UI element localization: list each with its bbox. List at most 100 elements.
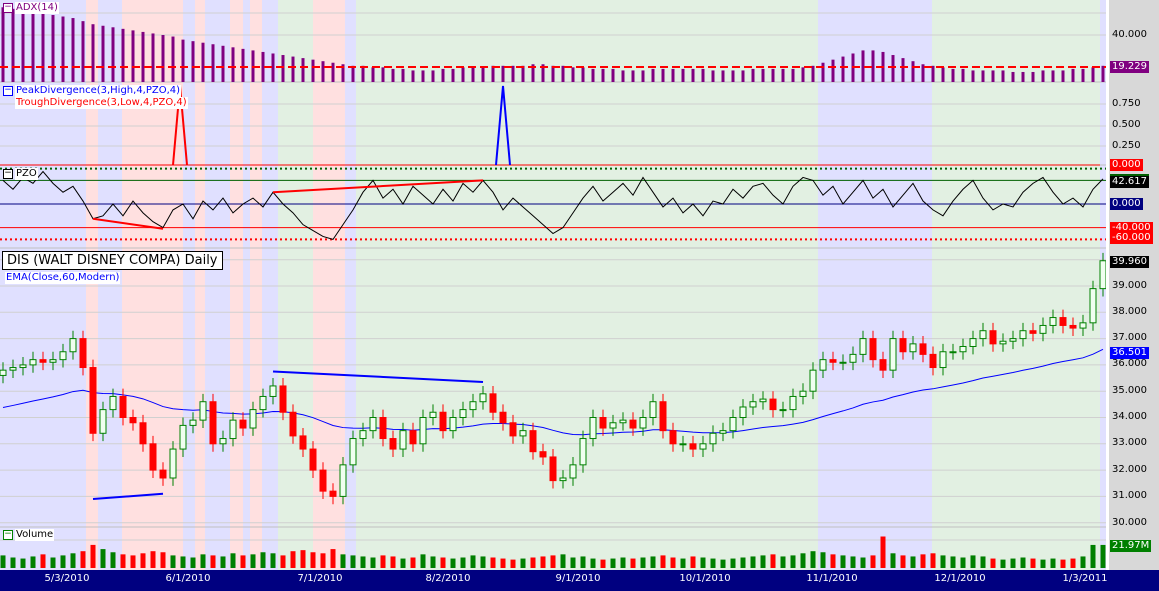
volume-bar	[840, 555, 846, 568]
adx-bar	[91, 24, 95, 82]
background-band	[932, 0, 1100, 570]
background-band	[345, 0, 356, 570]
adx-bar	[41, 13, 45, 83]
adx-bar	[451, 68, 455, 82]
candle-body	[899, 338, 907, 353]
candle-body	[859, 338, 867, 355]
candle-body	[359, 430, 367, 440]
candle-body	[699, 443, 707, 450]
pzo-m40-level: -40.000	[1110, 222, 1153, 234]
candle-body	[429, 411, 437, 418]
volume-bar	[610, 558, 616, 568]
volume-bar	[570, 557, 576, 568]
volume-bar	[890, 553, 896, 568]
candle-body	[349, 438, 357, 466]
volume-bar	[20, 558, 26, 568]
ema-label: EMA(Close,60,Modern)	[5, 272, 121, 284]
volume-bar	[710, 558, 716, 568]
adx-bar	[281, 55, 285, 82]
volume-bar	[230, 553, 236, 568]
adx-bar	[771, 68, 775, 82]
adx-bar	[971, 70, 975, 82]
adx-bar	[1041, 70, 1045, 82]
volume-bar	[580, 556, 586, 568]
adx-bar	[361, 65, 365, 82]
volume-bar	[780, 556, 786, 568]
candle-body	[59, 351, 67, 361]
volume-bar	[500, 558, 506, 568]
candle-body	[829, 359, 837, 363]
price-tick: 32.000	[1112, 464, 1147, 475]
volume-bar	[820, 552, 826, 568]
candle-body	[459, 409, 467, 418]
adx-bar	[761, 68, 765, 82]
volume-bar	[0, 555, 6, 568]
adx-bar	[111, 27, 115, 83]
adx-bar	[311, 59, 315, 82]
candle-body	[919, 343, 927, 355]
collapse-volume-icon[interactable]: −	[3, 529, 13, 540]
candle-body	[189, 419, 197, 426]
volume-bar	[690, 556, 696, 568]
volume-bar	[80, 551, 86, 568]
volume-bar	[620, 557, 626, 568]
volume-bar	[210, 555, 216, 568]
adx-bar	[671, 68, 675, 82]
price-tick: 36.000	[1112, 358, 1147, 369]
adx-bar	[81, 21, 85, 82]
adx-bar	[411, 70, 415, 82]
volume-bar	[1070, 558, 1076, 568]
volume-bar	[540, 556, 546, 568]
ema-line	[2, 348, 1104, 436]
candle-body	[669, 430, 677, 445]
adx-bar	[171, 36, 175, 82]
peak-divergence-label: PeakDivergence(3,High,4,PZO,4)	[15, 85, 182, 97]
volume-bar	[750, 556, 756, 568]
candle-body	[609, 422, 617, 429]
collapse-pzo-icon[interactable]: −	[3, 168, 13, 179]
candle-body	[599, 417, 607, 429]
adx-bar	[401, 68, 405, 82]
volume-bar	[640, 557, 646, 568]
adx-bar	[211, 44, 215, 82]
adx-bar	[1, 7, 5, 83]
candle-body	[759, 398, 767, 403]
candle-body	[619, 419, 627, 424]
candle-body	[169, 448, 177, 479]
price-tick: 39.000	[1112, 280, 1147, 291]
volume-bar	[170, 555, 176, 568]
volume-bar	[150, 551, 156, 568]
adx-bar	[181, 39, 185, 82]
adx-bar	[741, 70, 745, 82]
div-zero-value: 0.000	[1110, 159, 1143, 171]
candle-body	[839, 361, 847, 364]
volume-bar	[290, 551, 296, 568]
adx-bar	[1051, 70, 1055, 82]
candle-body	[519, 430, 527, 437]
volume-bar	[310, 552, 316, 568]
background-band	[205, 0, 230, 570]
candle-body	[799, 390, 807, 397]
candle-body	[909, 343, 917, 353]
adx-bar	[431, 70, 435, 82]
collapse-adx-icon[interactable]: −	[3, 2, 13, 13]
collapse-divergence-icon[interactable]: −	[3, 85, 13, 96]
volume-bar	[990, 558, 996, 568]
volume-bar	[660, 555, 666, 568]
chart-title: DIS (WALT DISNEY COMPA) Daily	[2, 251, 223, 270]
background-band	[183, 0, 195, 570]
adx-bar	[1001, 70, 1005, 82]
volume-bar	[70, 553, 76, 568]
adx-bar	[301, 58, 305, 82]
candle-body	[589, 417, 597, 440]
candle-body	[159, 469, 167, 479]
date-tick: 5/3/2010	[44, 573, 90, 584]
candle-body	[569, 464, 577, 479]
adx-bar	[11, 8, 15, 82]
price-tick: 31.000	[1112, 490, 1147, 501]
adx-bar	[321, 61, 325, 82]
candle-body	[549, 456, 557, 482]
candle-body	[239, 419, 247, 429]
adx-bar	[821, 62, 825, 82]
candle-body	[1049, 317, 1057, 326]
